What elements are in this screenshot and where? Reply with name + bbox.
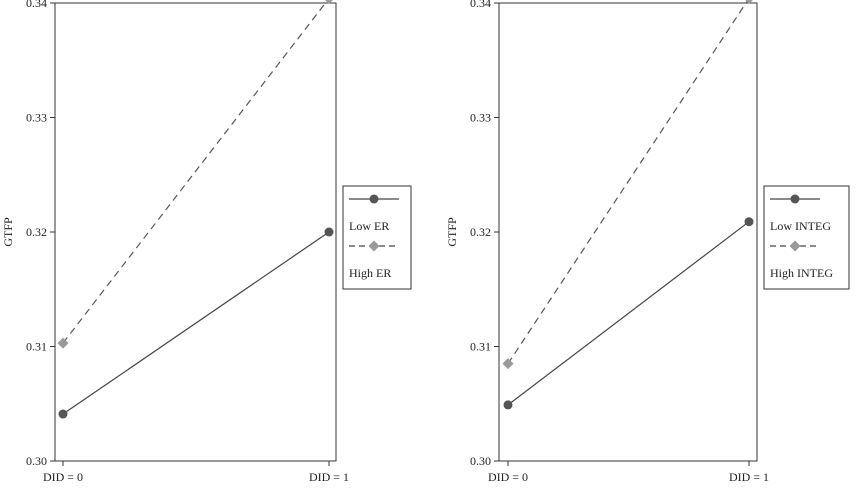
y-tick-label: 0.30 (470, 454, 491, 468)
y-tick-label: 0.33 (470, 111, 491, 125)
y-tick-label: 0.34 (26, 0, 47, 10)
legend-box (763, 185, 850, 290)
x-tick-label: DID = 1 (309, 470, 349, 484)
chart-panel-2: 0.30 0.31 0.32 0.33 0.34 GTFP DID = 0 DID = 1 Lo… (445, 0, 850, 484)
series-line-high-integ (507, 0, 749, 365)
series-line-high-er (62, 0, 329, 344)
legend-key-marker (369, 194, 379, 204)
y-tick-label: 0.32 (470, 225, 491, 239)
y-tick-label: 0.30 (26, 454, 47, 468)
data-point-low-er-1 (58, 409, 68, 419)
legend-key-marker (368, 240, 380, 252)
plot-frame (54, 2, 337, 462)
data-point-high-er-2 (325, 0, 333, 4)
legend-label: High INTEG (770, 266, 833, 280)
legend-key-marker (790, 194, 800, 204)
y-tick-label: 0.33 (26, 111, 47, 125)
x-tick-label: DID = 0 (488, 470, 528, 484)
y-tick-label: 0.34 (470, 0, 491, 10)
series-line-low-er (62, 231, 330, 415)
x-tick-label: DID = 1 (729, 470, 769, 484)
series-line-low-integ (507, 221, 750, 406)
legend-label: High ER (349, 266, 391, 280)
legend: Low INTEG High INTEG (763, 185, 850, 290)
legend-key-marker (789, 240, 801, 252)
data-point-low-integ-1 (503, 400, 513, 410)
y-axis-label: GTFP (445, 217, 459, 247)
chart-panel-1: 0.30 0.31 0.32 0.33 0.34 GTFP DID = 0 DID = 1 Lo… (1, 0, 412, 484)
legend-box (342, 185, 412, 290)
y-tick-label: 0.31 (26, 340, 47, 354)
plot-frame (498, 2, 758, 462)
y-tick-label: 0.31 (470, 340, 491, 354)
data-point-high-er-1 (57, 337, 69, 349)
data-point-high-integ-1 (502, 358, 514, 370)
data-point-low-er-2 (324, 227, 334, 237)
legend: Low ER High ER (342, 185, 412, 290)
x-tick-label: DID = 0 (43, 470, 83, 484)
legend-label: Low INTEG (770, 219, 831, 233)
y-tick-label: 0.32 (26, 225, 47, 239)
legend-label: Low ER (349, 219, 389, 233)
data-point-low-integ-2 (744, 217, 754, 227)
y-axis-label: GTFP (1, 217, 15, 247)
data-point-high-integ-2 (745, 0, 753, 4)
